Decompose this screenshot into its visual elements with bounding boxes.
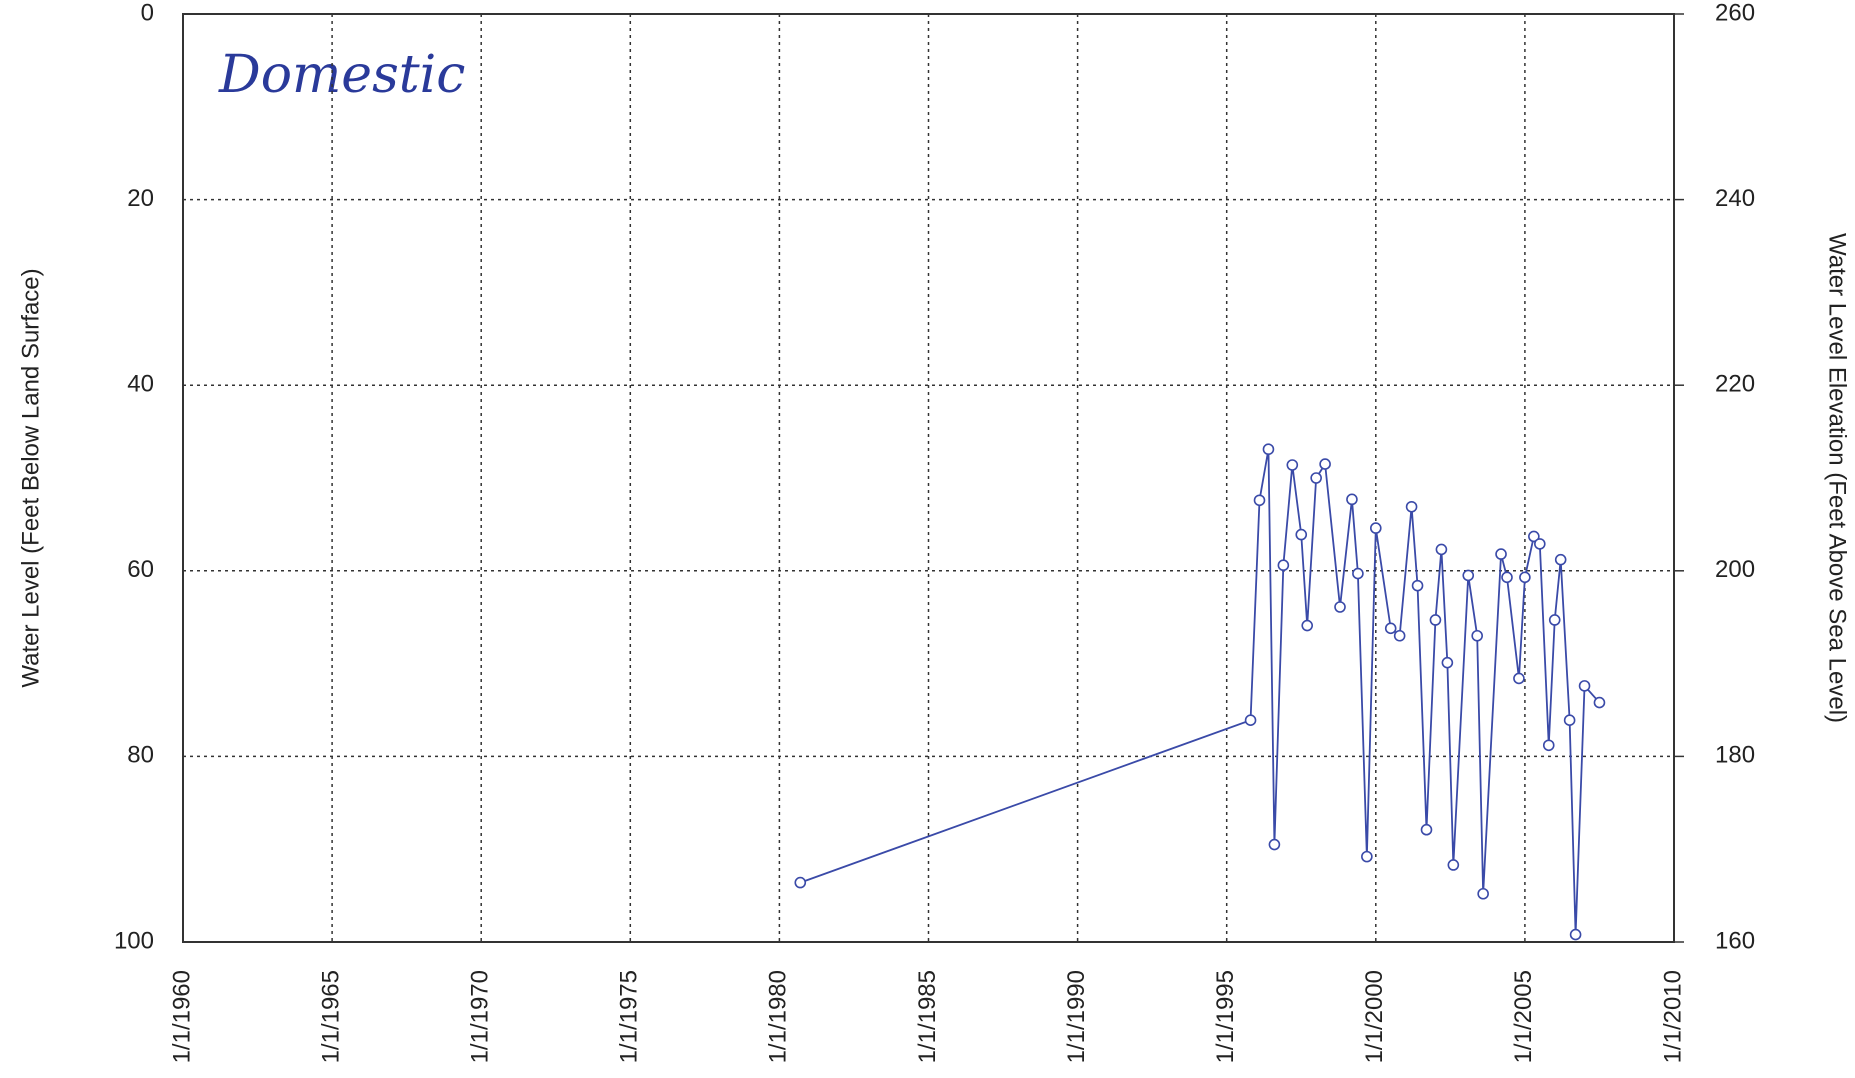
data-point — [794, 876, 807, 889]
data-point — [1301, 619, 1314, 632]
data-point — [1253, 494, 1266, 507]
y-axis-title: Water Level (Feet Below Land Surface) — [17, 268, 44, 687]
y2-axis-title: Water Level Elevation (Feet Above Sea Le… — [1824, 233, 1851, 723]
data-point — [1420, 823, 1433, 836]
y2-tick-label: 180 — [1715, 742, 1755, 769]
data-point — [1244, 714, 1257, 727]
data-point — [1441, 656, 1454, 669]
data-point — [1501, 571, 1513, 584]
data-point — [1286, 459, 1299, 471]
data-point — [1295, 528, 1308, 541]
data-point — [1477, 887, 1489, 900]
data-point — [1405, 500, 1418, 513]
data-point — [1519, 571, 1531, 584]
plot-frame — [182, 13, 1675, 943]
y-tick-label: 40 — [127, 371, 154, 398]
data-point — [1495, 548, 1507, 560]
x-tick-label: 1/1/2000 — [1361, 970, 1388, 1063]
data-point — [1462, 569, 1475, 582]
data-point — [1471, 629, 1483, 642]
data-point — [1548, 614, 1561, 626]
y-tick-label: 0 — [141, 0, 154, 26]
series-line — [799, 449, 1601, 935]
annotation: Domestic — [218, 45, 465, 105]
x-tick-label: 1/1/2005 — [1510, 970, 1537, 1063]
x-tick-label: 1/1/2010 — [1659, 970, 1686, 1063]
x-tick-label: 1/1/1965 — [317, 970, 344, 1063]
x-tick-label: 1/1/1970 — [467, 970, 494, 1063]
data-point — [1563, 714, 1576, 727]
y2-tick-label: 160 — [1715, 927, 1755, 954]
data-point — [1268, 838, 1281, 851]
data-point — [1319, 458, 1331, 470]
y-tick-label: 20 — [127, 185, 154, 212]
x-tick-label: 1/1/1975 — [616, 970, 643, 1063]
y2-tick-label: 220 — [1715, 371, 1755, 398]
x-tick-label: 1/1/1990 — [1063, 970, 1090, 1063]
data-point — [1554, 553, 1567, 566]
y-tick-label: 80 — [127, 742, 154, 769]
data-point — [1534, 538, 1546, 550]
data-point — [1411, 579, 1424, 592]
data-point — [1447, 859, 1460, 871]
data-point — [1310, 472, 1322, 484]
y2-tick-label: 200 — [1715, 556, 1755, 583]
x-tick-label: 1/1/1995 — [1212, 970, 1239, 1063]
data-point — [1262, 443, 1275, 456]
x-tick-label: 1/1/1980 — [765, 970, 792, 1063]
y2-tick-label: 240 — [1715, 185, 1755, 212]
data-point — [1346, 493, 1358, 506]
data-point — [1569, 928, 1582, 941]
data-point — [1593, 696, 1606, 709]
data-point — [1334, 601, 1346, 613]
data-point — [1578, 680, 1591, 692]
data-point — [1435, 543, 1448, 556]
data-point — [1528, 530, 1540, 543]
data-point — [1361, 850, 1373, 863]
y-tick-label: 60 — [127, 556, 154, 583]
data-point — [1384, 622, 1397, 635]
data-point — [1370, 522, 1382, 534]
y2-tick-label: 260 — [1715, 0, 1755, 26]
data-point — [1393, 629, 1406, 642]
data-point — [1277, 559, 1290, 572]
y-tick-label: 100 — [114, 927, 154, 954]
data-point — [1352, 567, 1364, 580]
x-tick-label: 1/1/1960 — [168, 970, 195, 1063]
data-point — [1542, 739, 1555, 752]
x-tick-label: 1/1/1985 — [914, 970, 941, 1063]
data-point — [1513, 672, 1525, 685]
data-point — [1429, 614, 1442, 626]
